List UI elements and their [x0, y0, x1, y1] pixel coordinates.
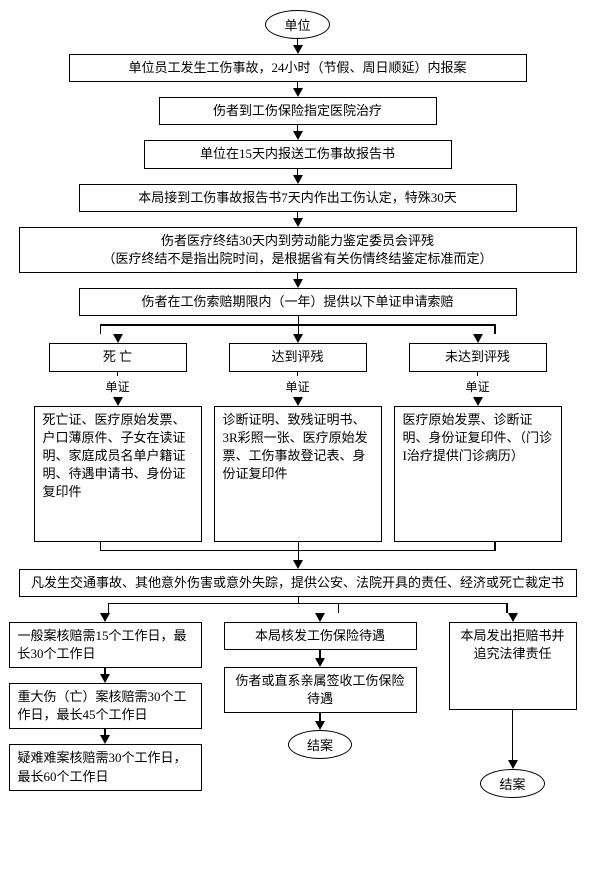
branch-c-title: 未达到评残 — [409, 343, 547, 371]
connector — [494, 324, 496, 334]
arrow — [473, 334, 483, 343]
arrow — [113, 397, 123, 406]
arrow — [293, 131, 303, 140]
step-4: 本局接到工伤事故报告书7天内作出工伤认定，特殊30天 — [79, 184, 517, 212]
arrow — [293, 45, 303, 54]
branch-c-doc: 医疗原始发票、诊断证明、身份证复印件、（门诊I治疗提供门诊病历） — [394, 406, 562, 542]
connector — [338, 603, 340, 613]
arrow — [293, 560, 303, 569]
step-2: 伤者到工伤保险指定医院治疗 — [159, 97, 437, 125]
arrow — [508, 760, 518, 769]
arrow — [100, 674, 110, 683]
branch-a-title: 死 亡 — [49, 343, 187, 371]
branch-b-doc: 诊断证明、致残证明书、3R彩照一张、医疗原始发票、工伤事故登记表、身份证复印件 — [214, 406, 382, 542]
arrow — [293, 218, 303, 227]
branch-a-sub: 单证 — [105, 376, 129, 397]
step-7: 凡发生交通事故、其他意外伤害或意外失踪，提供公安、法院开具的责任、经济或死亡裁定… — [19, 569, 577, 597]
left-1: 一般案核赔需15个工作日，最长30个工作日 — [9, 622, 202, 668]
step-3: 单位在15天内报送工伤事故报告书 — [144, 140, 452, 168]
step-6: 伤者在工伤索赔期限内（一年）提供以下单证申请索赔 — [79, 288, 517, 316]
connector — [108, 603, 110, 613]
branch-b-title: 达到评残 — [229, 343, 367, 371]
arrow — [293, 279, 303, 288]
left-3: 疑难难案核赔需30个工作日，最长60个工作日 — [9, 744, 202, 790]
arrow — [293, 88, 303, 97]
connector — [298, 542, 300, 550]
arrow — [508, 613, 518, 622]
arrow — [293, 175, 303, 184]
branch-a-doc: 死亡证、医疗原始发票、户口薄原件、子女在读证明、家庭成员名单户籍证明、待遇申请书… — [34, 406, 202, 542]
connector — [319, 650, 321, 658]
arrow — [315, 613, 325, 622]
arrow — [315, 721, 325, 730]
connector — [319, 713, 321, 721]
right-1: 本局发出拒赔书并追究法律责任 — [449, 622, 577, 710]
arrow — [293, 334, 303, 343]
connector — [506, 603, 508, 613]
arrow — [100, 613, 110, 622]
arrow — [473, 397, 483, 406]
left-2: 重大伤（亡）案核赔需30个工作日，最长45个工作日 — [9, 683, 202, 729]
arrow — [100, 735, 110, 744]
arrow — [293, 397, 303, 406]
branch-c-sub: 单证 — [465, 376, 489, 397]
arrow — [113, 334, 123, 343]
step-1: 单位员工发生工伤事故，24小时（节假、周日顺延）内报案 — [69, 54, 527, 82]
step-5: 伤者医疗终结30天内到劳动能力鉴定委员会评残 （医疗终结不是指出院时间，是根据省… — [19, 227, 577, 273]
connector — [100, 542, 102, 550]
connector — [298, 316, 300, 324]
connector — [494, 542, 496, 550]
arrow — [315, 658, 325, 667]
branch-b-sub: 单证 — [285, 376, 309, 397]
connector — [100, 324, 102, 334]
mid-1: 本局核发工伤保险待遇 — [224, 622, 417, 650]
connector — [298, 324, 300, 334]
start-node: 单位 — [265, 10, 329, 39]
end-2: 结案 — [480, 769, 544, 798]
connector — [298, 550, 300, 560]
end-1: 结案 — [288, 730, 352, 759]
connector — [512, 710, 514, 760]
connector — [108, 603, 508, 605]
mid-2: 伤者或直系亲属签收工伤保险待遇 — [224, 667, 417, 713]
